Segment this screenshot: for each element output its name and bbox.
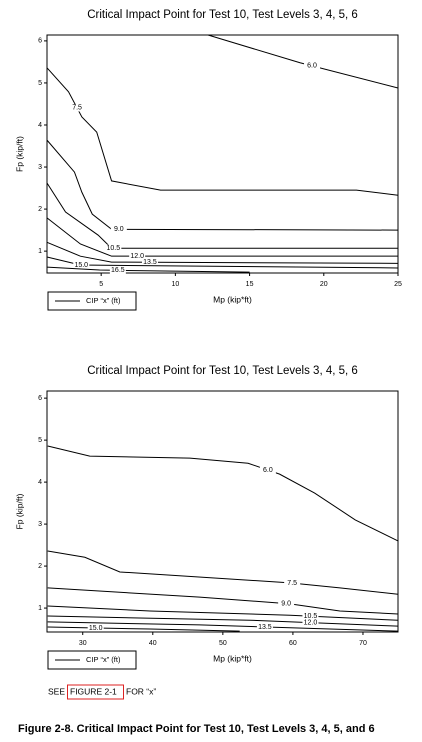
contour-label-bg: [284, 579, 301, 587]
caption: Figure 2-8. Critical Impact Point for Te…: [18, 723, 375, 735]
y-tick-label: 1: [38, 248, 42, 255]
y-tick-label: 3: [38, 521, 42, 528]
contour-line: [47, 445, 399, 542]
x-axis-label: Mp (kip*ft): [213, 294, 252, 304]
contour-label: 6.0: [263, 467, 273, 474]
y-tick-label: 1: [38, 605, 42, 612]
plot-frame: [46, 390, 399, 633]
contour-line: [46, 217, 398, 257]
contour-label: 12.0: [130, 253, 144, 260]
legend-label: CIP “x” (ft): [86, 296, 121, 305]
y-axis-label: Fp (kip/ft): [14, 493, 24, 529]
chart-title: Critical Impact Point for Test 10, Test …: [87, 9, 358, 21]
x-tick-label: 10: [171, 281, 179, 288]
contour-label-bg: [87, 624, 104, 632]
legend-box: [47, 650, 137, 670]
contour-label-bg: [141, 258, 158, 266]
link-box: [67, 684, 124, 700]
contour-label-bg: [129, 252, 146, 260]
contour-line: [46, 266, 250, 273]
contour-label-bg: [109, 266, 126, 274]
x-axis-label: Mp (kip*ft): [213, 653, 252, 663]
x-tick-label: 70: [359, 640, 367, 647]
contour-line: [47, 621, 399, 632]
contour-label: 12.0: [304, 619, 318, 626]
contour-label-bg: [256, 623, 273, 631]
contour-label: 10.5: [304, 613, 318, 620]
contour-label-bg: [304, 62, 321, 70]
contour-label: 13.5: [258, 624, 272, 631]
contour-label-bg: [105, 244, 122, 252]
contour-line: [47, 615, 399, 627]
legend-label: CIP “x” (ft): [86, 655, 121, 664]
chart-title: Critical Impact Point for Test 10, Test …: [87, 365, 358, 377]
contour-label-bg: [73, 261, 90, 269]
contour-line: [47, 605, 399, 621]
y-tick-label: 5: [38, 437, 42, 444]
contour-line: [46, 139, 399, 231]
y-axis-label: Fp (kip/ft): [14, 136, 24, 172]
contour-label-bg: [110, 225, 127, 233]
plot-frame: [46, 34, 399, 274]
contour-line: [46, 241, 399, 264]
y-tick-label: 2: [38, 206, 42, 213]
contour-label: 15.0: [74, 262, 88, 269]
contour-label: 9.0: [114, 226, 124, 233]
y-tick-label: 2: [38, 563, 42, 570]
y-tick-label: 6: [38, 395, 42, 402]
x-tick-label: 15: [246, 281, 254, 288]
contour-label-bg: [302, 612, 319, 620]
x-tick-label: 25: [394, 281, 402, 288]
contour-label-bg: [278, 600, 295, 608]
note-text: SEE: [48, 686, 65, 696]
y-tick-label: 4: [38, 479, 42, 486]
contour-line: [47, 587, 399, 615]
y-tick-label: 5: [38, 80, 42, 87]
contour-label: 7.5: [287, 580, 297, 587]
y-tick-label: 3: [38, 164, 42, 171]
contour-line: [47, 626, 240, 632]
note-link[interactable]: FIGURE 2-1: [70, 686, 117, 696]
contour-label: 6.0: [307, 63, 317, 70]
x-tick-label: 30: [79, 640, 87, 647]
x-tick-label: 60: [289, 640, 297, 647]
contour-label: 13.5: [143, 259, 157, 266]
contour-label: 15.0: [89, 625, 103, 632]
contour-label: 16.5: [111, 267, 125, 274]
contour-line: [46, 67, 399, 196]
contour-line: [207, 34, 399, 89]
x-tick-label: 20: [320, 281, 328, 288]
contour-label-bg: [259, 466, 276, 474]
legend-box: [47, 291, 137, 311]
y-tick-label: 4: [38, 122, 42, 129]
y-tick-label: 6: [38, 38, 42, 45]
x-tick-label: 40: [149, 640, 157, 647]
contour-label: 9.0: [281, 600, 291, 607]
contour-label: 10.5: [107, 245, 121, 252]
contour-line: [47, 550, 399, 595]
note-text: FOR “x”: [126, 686, 156, 696]
contour-line: [46, 182, 398, 249]
x-tick-label: 5: [99, 281, 103, 288]
contour-label-bg: [302, 619, 319, 627]
x-tick-label: 50: [219, 640, 227, 647]
contour-label: 7.5: [72, 105, 82, 112]
contour-label-bg: [69, 104, 86, 112]
